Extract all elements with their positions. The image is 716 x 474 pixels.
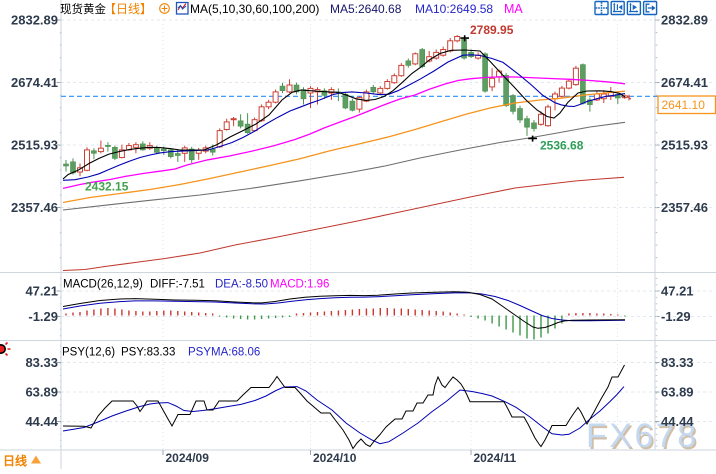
svg-text:MACD:1.96: MACD:1.96 [270,279,329,291]
svg-text:现货黄金: 现货黄金 [60,2,106,16]
svg-text:DEA:-8.50: DEA:-8.50 [215,279,268,291]
svg-text:2789.95: 2789.95 [470,23,514,37]
svg-text:MA5:2640.68: MA5:2640.68 [330,2,402,16]
svg-text:日线: 日线 [3,453,27,468]
svg-text:2536.68: 2536.68 [540,139,584,153]
svg-text:2674.41: 2674.41 [661,75,708,90]
svg-text:2357.46: 2357.46 [661,200,708,215]
svg-text:2674.41: 2674.41 [11,75,58,90]
svg-text:-1.29: -1.29 [28,309,58,324]
svg-text:47.21: 47.21 [25,284,58,299]
svg-text:PSY:83.33: PSY:83.33 [121,347,175,359]
svg-text:FX678: FX678 [588,419,701,457]
svg-text:2832.89: 2832.89 [661,13,708,28]
svg-text:-1.29: -1.29 [661,309,691,324]
svg-text:44.44: 44.44 [25,414,58,429]
svg-text:83.33: 83.33 [661,355,694,370]
svg-text:63.89: 63.89 [25,385,58,400]
svg-text:2024/09: 2024/09 [166,451,210,465]
svg-text:2024/11: 2024/11 [474,451,517,465]
svg-text:2357.46: 2357.46 [11,200,58,215]
svg-text:MA: MA [504,2,523,16]
svg-text:MACD(26,12,9): MACD(26,12,9) [63,279,143,291]
svg-text:44.44: 44.44 [661,414,694,429]
svg-text:2515.93: 2515.93 [661,138,708,153]
svg-text:MA(5,10,30,60,100,200): MA(5,10,30,60,100,200) [190,2,319,16]
svg-text:2432.15: 2432.15 [85,180,129,194]
svg-text:2024/10: 2024/10 [313,451,357,465]
svg-text:FX678: FX678 [586,417,699,455]
svg-text:2515.93: 2515.93 [11,138,58,153]
svg-text:MA10:2649.58: MA10:2649.58 [415,2,493,16]
svg-text:83.33: 83.33 [25,355,58,370]
svg-text:【日线】: 【日线】 [104,2,152,16]
svg-text:PSYMA:68.06: PSYMA:68.06 [188,347,260,359]
svg-text:2832.89: 2832.89 [11,13,58,28]
svg-text:PSY(12,6): PSY(12,6) [62,347,115,359]
svg-text:DIFF:-7.51: DIFF:-7.51 [150,279,205,291]
svg-text:2641.10: 2641.10 [662,98,706,112]
svg-text:63.89: 63.89 [661,385,694,400]
svg-text:47.21: 47.21 [661,284,694,299]
